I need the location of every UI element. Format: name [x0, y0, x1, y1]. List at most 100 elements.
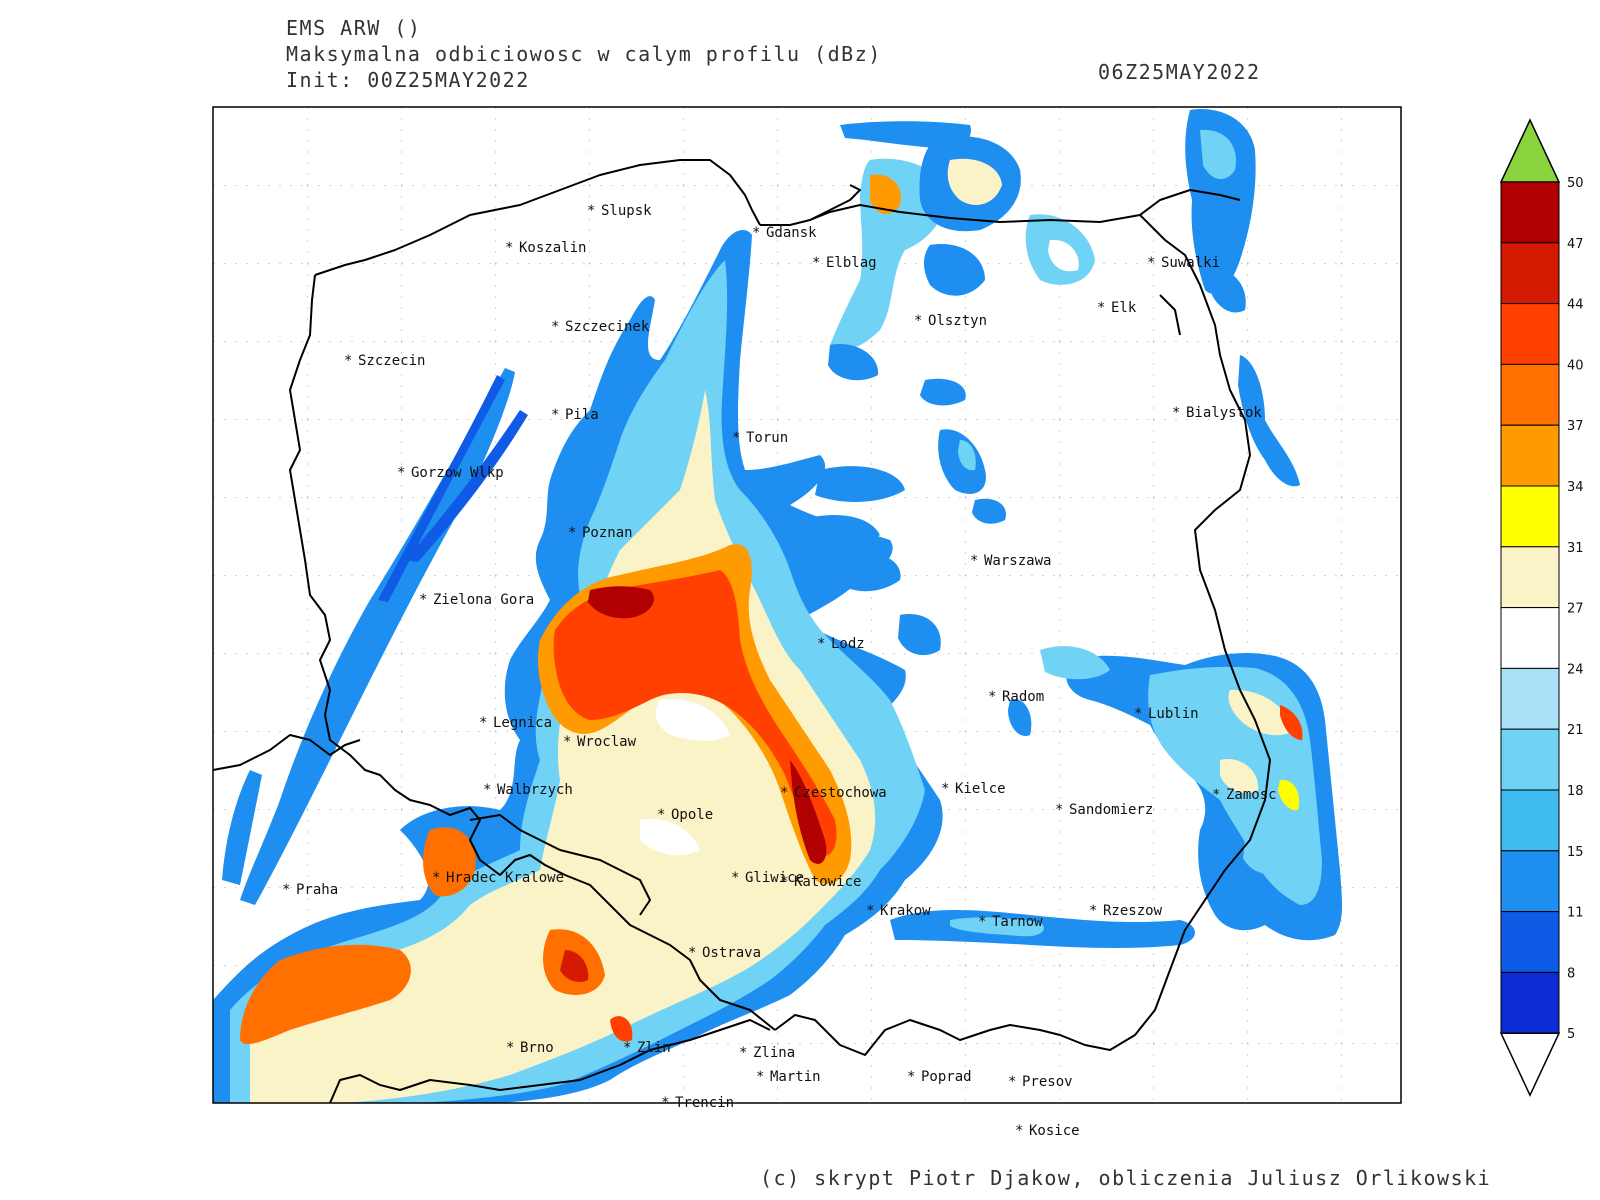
colorbar-under-triangle [1499, 1032, 1561, 1097]
city-name: Brno [520, 1040, 554, 1056]
city-wroclaw: * Wroclaw [563, 734, 637, 750]
city-zlina: * Zlina [739, 1045, 795, 1061]
city-marker-icon: * [1212, 787, 1220, 803]
city-name: Pila [565, 407, 599, 423]
city-zlin: * Zlin [623, 1040, 671, 1056]
city-torun: * Torun [732, 430, 788, 446]
city-labels: * Slupsk * Gdansk * Koszalin * Elblag * Suwalki * S… [282, 203, 1277, 1139]
city-name: Warszawa [984, 553, 1051, 569]
city-trencin: * Trencin [661, 1095, 734, 1111]
colorbar-tick-label: 24 [1567, 662, 1584, 677]
city-name: Tarnow [992, 914, 1043, 930]
city-marker-icon: * [661, 1095, 669, 1111]
city-name: Gdansk [766, 225, 817, 241]
colorbar-tick-label: 5 [1567, 1027, 1575, 1042]
product-title: Maksymalna odbiciowosc w calym profilu (… [286, 42, 882, 66]
city-name: Wroclaw [577, 734, 637, 750]
city-name: Radom [1002, 689, 1044, 705]
city-marker-icon: * [739, 1045, 747, 1061]
city-name: Opole [671, 807, 713, 823]
city-kosice: * Kosice [1015, 1123, 1080, 1139]
city-martin: * Martin [756, 1069, 821, 1085]
city-name: Presov [1022, 1074, 1073, 1090]
colorbar-tick-label: 31 [1567, 541, 1584, 556]
colorbar-over-triangle [1499, 118, 1561, 183]
init-time: Init: 00Z25MAY2022 [286, 68, 530, 92]
city-marker-icon: * [568, 525, 576, 541]
colorbar-tick-label: 15 [1567, 845, 1584, 860]
city-name: Szczecinek [565, 319, 650, 335]
city-name: Poprad [921, 1069, 972, 1085]
city-marker-icon: * [812, 255, 820, 271]
city-szczecin: * Szczecin [344, 353, 425, 369]
city-name: Katowice [794, 874, 861, 890]
city-name: Koszalin [519, 240, 586, 256]
city-poznan: * Poznan [568, 525, 633, 541]
city-name: Ostrava [702, 945, 761, 961]
city-name: Zlin [637, 1040, 671, 1056]
city-name: Gliwice [745, 870, 804, 886]
city-elk: * Elk [1097, 300, 1137, 316]
city-name: Torun [746, 430, 788, 446]
city-marker-icon: * [1097, 300, 1105, 316]
colorbar-segment [1500, 667, 1560, 730]
credit-line: (c) skrypt Piotr Djakow, obliczenia Juli… [760, 1166, 1492, 1190]
colorbar-segment [1500, 850, 1560, 913]
city-name: Olsztyn [928, 313, 987, 329]
city-marker-icon: * [432, 870, 440, 886]
city-ostrava: * Ostrava [688, 945, 761, 961]
city-marker-icon: * [780, 785, 788, 801]
city-poprad: * Poprad [907, 1069, 972, 1085]
city-marker-icon: * [731, 870, 739, 886]
valid-time: 06Z25MAY2022 [1098, 60, 1261, 84]
colorbar-tick-label: 44 [1567, 298, 1584, 313]
city-name: Zamosc [1226, 787, 1277, 803]
model-title: EMS ARW () [286, 16, 422, 40]
city-name: Slupsk [601, 203, 652, 219]
city-lublin: * Lublin [1134, 706, 1199, 722]
city-gliwice: * Gliwice [731, 870, 804, 886]
colorbar-segment [1500, 424, 1560, 487]
city-name: Legnica [493, 715, 552, 731]
colorbar-tick-label: 18 [1567, 784, 1584, 799]
city-marker-icon: * [587, 203, 595, 219]
country-borders [212, 159, 1271, 1104]
city-name: Gorzow Wlkp [411, 465, 504, 481]
city-marker-icon: * [1134, 706, 1142, 722]
city-name: Sandomierz [1069, 802, 1153, 818]
city-marker-icon: * [756, 1069, 764, 1085]
city-marker-icon: * [688, 945, 696, 961]
city-name: Kielce [955, 781, 1006, 797]
city-name: Hradec Kralowe [446, 870, 564, 886]
city-radom: * Radom [988, 689, 1044, 705]
city-marker-icon: * [988, 689, 996, 705]
city-walbrzych: * Walbrzych [483, 782, 573, 798]
city-name: Zlina [753, 1045, 795, 1061]
city-elblag: * Elblag [812, 255, 877, 271]
colorbar-tick-label: 27 [1567, 602, 1584, 617]
colorbar-segment [1500, 911, 1560, 973]
city-marker-icon: * [623, 1040, 631, 1056]
colorbar-segment [1500, 546, 1560, 609]
city-marker-icon: * [505, 240, 513, 256]
city-name: Bialystok [1186, 405, 1262, 421]
city-marker-icon: * [1055, 802, 1063, 818]
city-sandomierz: * Sandomierz [1055, 802, 1153, 818]
city-olsztyn: * Olsztyn [914, 313, 987, 329]
city-marker-icon: * [817, 636, 825, 652]
city-opole: * Opole [657, 807, 713, 823]
city-czestochowa: * Czestochowa [780, 785, 887, 801]
city-szczecinek: * Szczecinek [551, 319, 650, 335]
colorbar-segment [1500, 728, 1560, 791]
city-marker-icon: * [483, 782, 491, 798]
colorbar-tick-label: 34 [1567, 480, 1584, 495]
city-rzeszow: * Rzeszow [1089, 903, 1163, 919]
city-marker-icon: * [1147, 255, 1155, 271]
city-name: Rzeszow [1103, 903, 1163, 919]
colorbar-segment [1500, 181, 1560, 244]
city-name: Praha [296, 882, 338, 898]
city-name: Elblag [826, 255, 877, 271]
colorbar-tick-label: 47 [1567, 237, 1584, 252]
city-marker-icon: * [1089, 903, 1097, 919]
city-marker-icon: * [506, 1040, 514, 1056]
